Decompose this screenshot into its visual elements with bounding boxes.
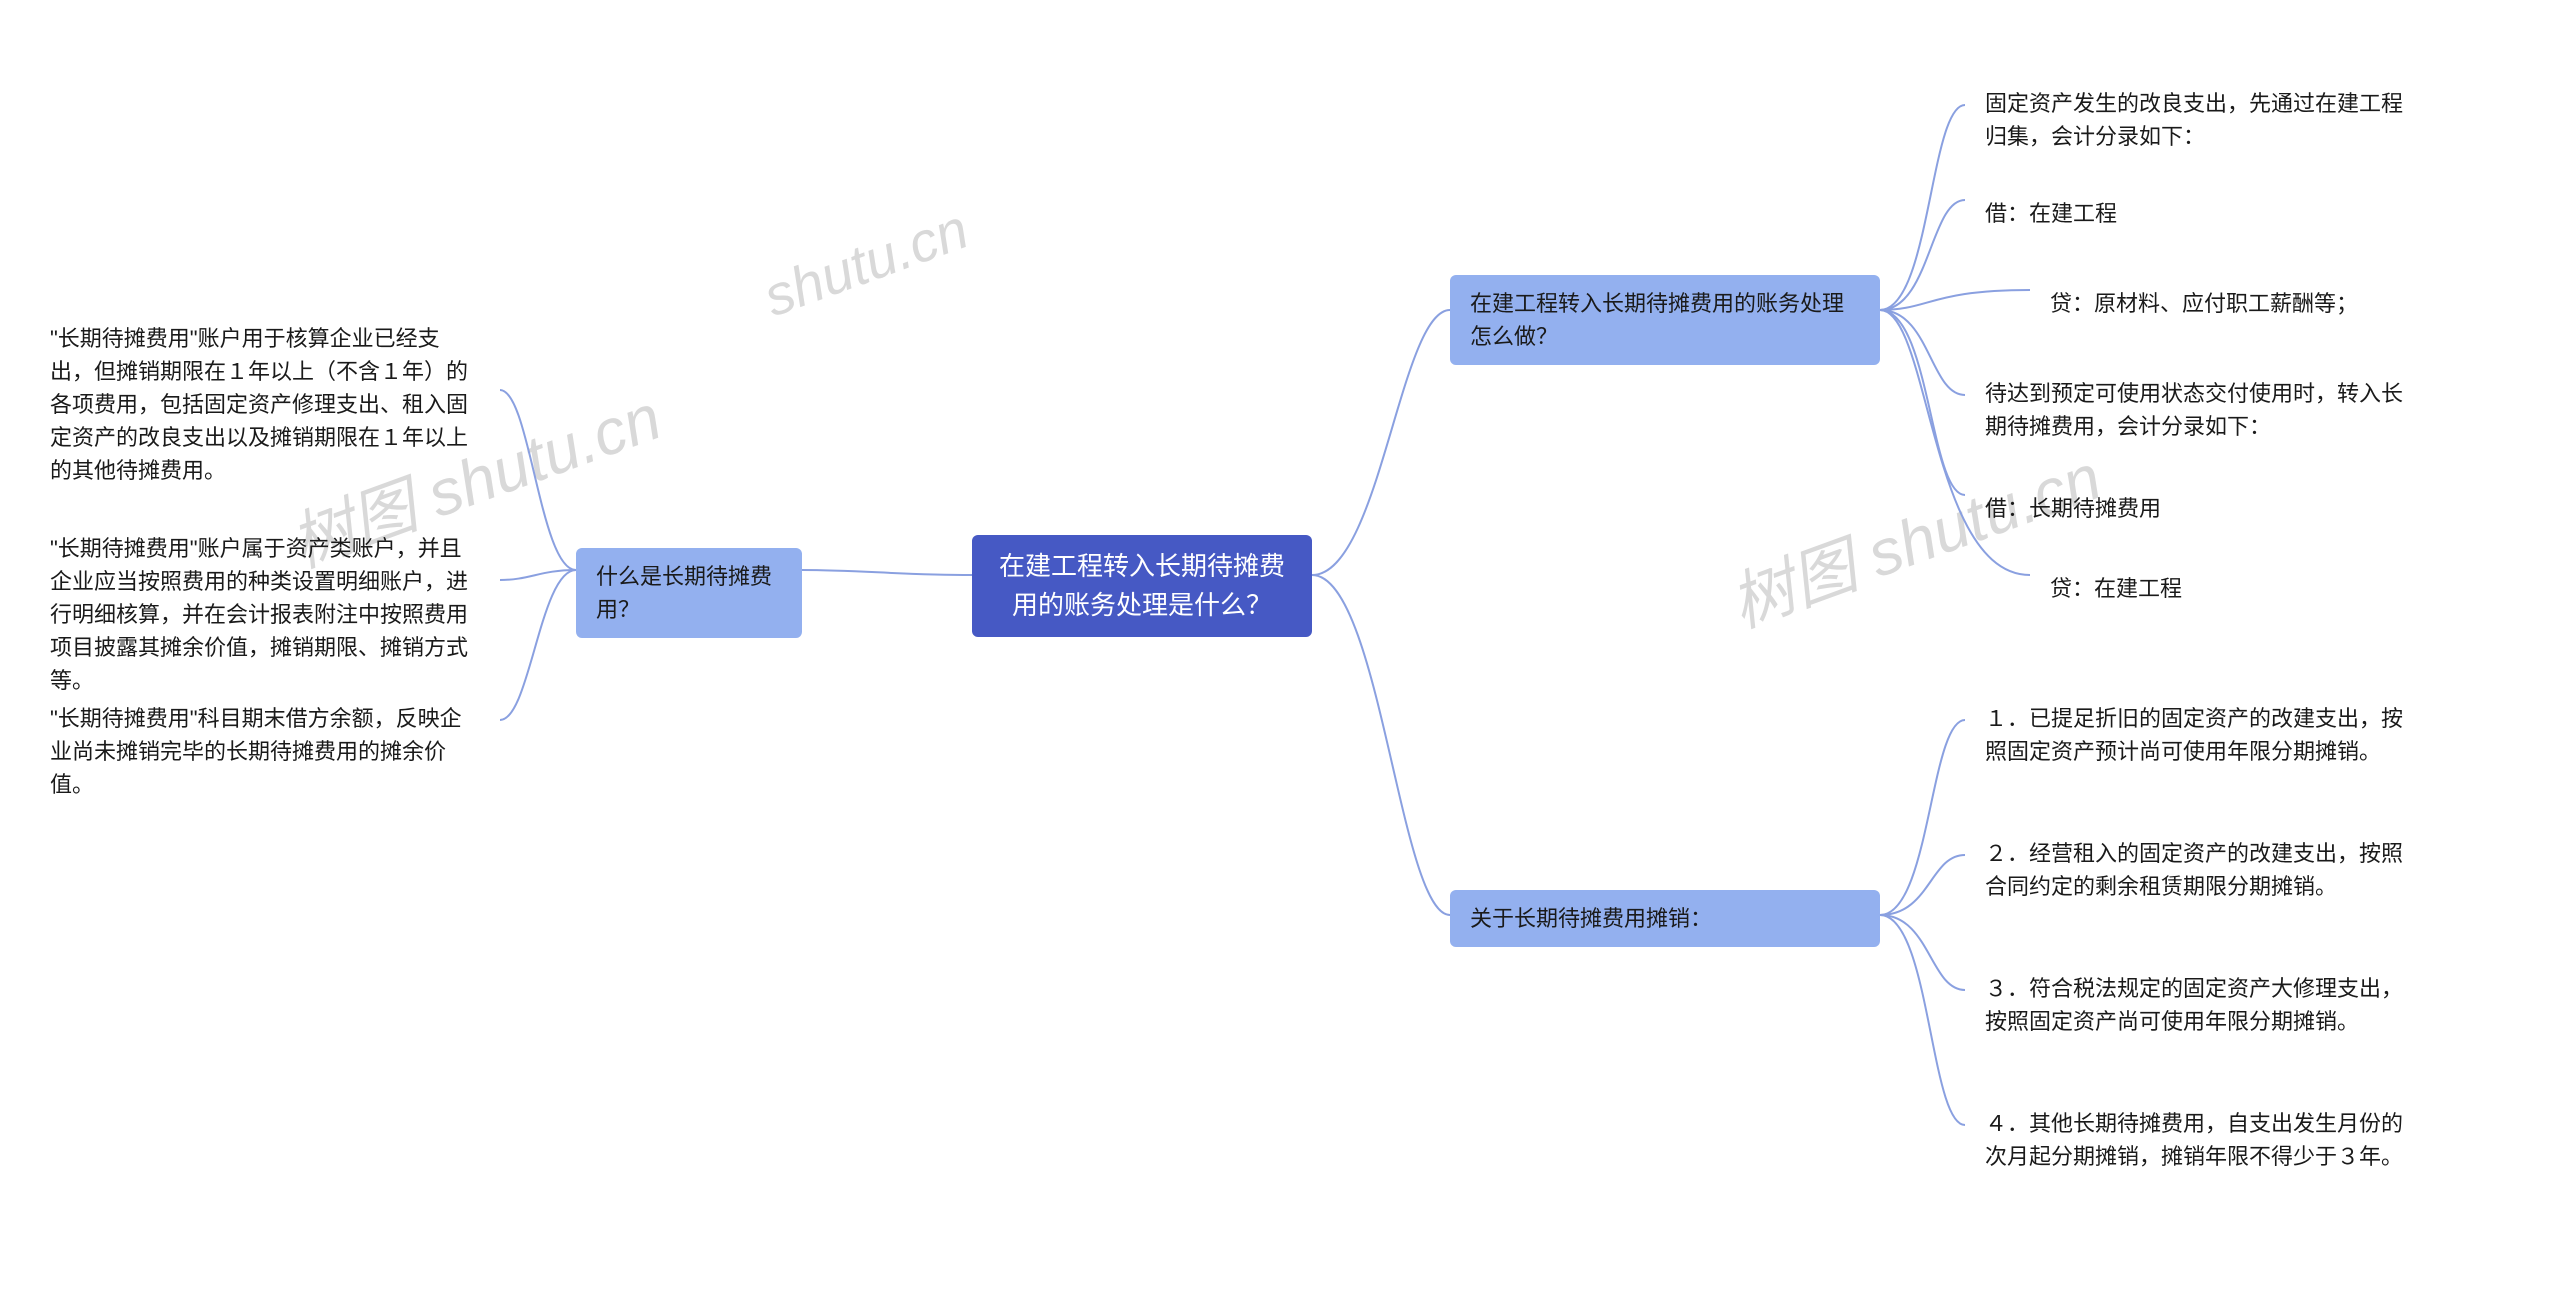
- left-leaf-1: "长期待摊费用"账户用于核算企业已经支出，但摊销期限在１年以上（不含１年）的各项…: [30, 310, 500, 499]
- r2-leaf-2: ２．经营租入的固定资产的改建支出，按照合同约定的剩余租赁期限分期摊销。: [1965, 825, 2435, 915]
- r1-leaf-5: 借：长期待摊费用: [1965, 480, 2435, 537]
- watermark-2: shutu.cn: [755, 196, 976, 329]
- r2-leaf-4: ４．其他长期待摊费用，自支出发生月份的次月起分期摊销，摊销年限不得少于３年。: [1965, 1095, 2435, 1185]
- r2-leaf-1: １．已提足折旧的固定资产的改建支出，按照固定资产预计尚可使用年限分期摊销。: [1965, 690, 2435, 780]
- left-leaf-2: "长期待摊费用"账户属于资产类账户，并且企业应当按照费用的种类设置明细账户，进行…: [30, 520, 500, 709]
- right-branch-2: 关于长期待摊费用摊销：: [1450, 890, 1880, 947]
- left-leaf-3: "长期待摊费用"科目期末借方余额，反映企业尚未摊销完毕的长期待摊费用的摊余价值。: [30, 690, 500, 813]
- r2-leaf-3: ３．符合税法规定的固定资产大修理支出，按照固定资产尚可使用年限分期摊销。: [1965, 960, 2435, 1050]
- r1-leaf-2: 借：在建工程: [1965, 185, 2435, 242]
- r1-leaf-1: 固定资产发生的改良支出，先通过在建工程归集，会计分录如下：: [1965, 75, 2435, 165]
- right-branch-1: 在建工程转入长期待摊费用的账务处理怎么做？: [1450, 275, 1880, 365]
- r1-leaf-6: 贷：在建工程: [2030, 560, 2500, 617]
- r1-leaf-3: 贷：原材料、应付职工薪酬等；: [2030, 275, 2500, 332]
- r1-leaf-4: 待达到预定可使用状态交付使用时，转入长期待摊费用，会计分录如下：: [1965, 365, 2435, 455]
- root-node: 在建工程转入长期待摊费用的账务处理是什么？: [972, 535, 1312, 637]
- left-branch: 什么是长期待摊费用？: [576, 548, 802, 638]
